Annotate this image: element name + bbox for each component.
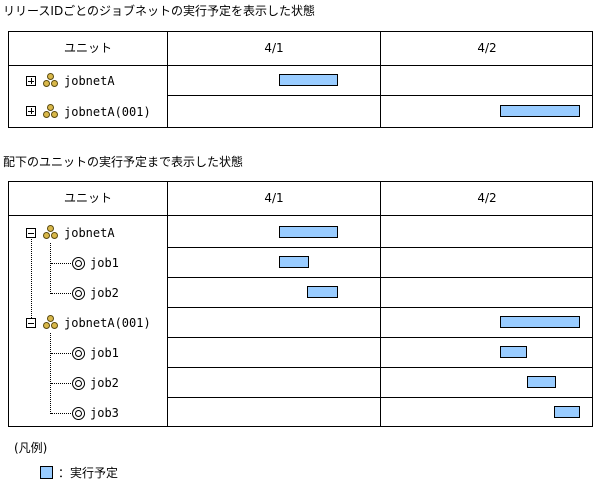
jobnet-icon: [43, 73, 59, 88]
schedule-bar: [527, 376, 556, 388]
header-day2: 4/2: [477, 191, 497, 205]
schedule-table-expanded: ユニット 4/1 4/2 jobnetA job1 job2: [8, 181, 593, 427]
job-icon: [72, 407, 85, 420]
minus-box-icon[interactable]: [26, 318, 36, 328]
schedule-bar: [554, 406, 580, 418]
schedule-bar: [500, 105, 580, 117]
job-icon: [72, 287, 85, 300]
unit-label[interactable]: job2: [90, 376, 119, 390]
tree-connector: [51, 383, 71, 384]
table-row[interactable]: jobnetA: [9, 66, 592, 95]
caption-release-view: リリースIDごとのジョブネットの実行予定を表示した状態: [3, 4, 316, 18]
table-header: [9, 182, 592, 216]
header-unit: ユニット: [63, 191, 112, 205]
jobnet-icon: [43, 315, 59, 330]
tree-connector: [50, 333, 51, 414]
unit-label[interactable]: jobnetA: [64, 74, 115, 88]
schedule-bar: [279, 226, 338, 238]
schedule-bar: [279, 256, 309, 268]
legend-title: (凡例): [14, 441, 48, 455]
unit-label[interactable]: jobnetA(001): [64, 105, 151, 119]
tree-connector: [50, 243, 51, 294]
table-row[interactable]: job1: [9, 338, 592, 367]
tree-connector: [51, 413, 71, 414]
table-row[interactable]: jobnetA: [9, 218, 592, 247]
tree-connector: [31, 239, 32, 318]
table-header: [9, 32, 592, 66]
unit-label[interactable]: jobnetA: [64, 226, 115, 240]
header-day1: 4/1: [264, 41, 284, 55]
table-row[interactable]: job2: [9, 278, 592, 307]
header-unit: ユニット: [63, 41, 112, 55]
schedule-bar: [279, 74, 338, 86]
unit-label[interactable]: job3: [90, 406, 119, 420]
jobnet-icon: [43, 225, 59, 240]
job-icon: [72, 257, 85, 270]
schedule-bar: [500, 316, 580, 328]
tree-connector: [51, 293, 71, 294]
unit-label[interactable]: job2: [90, 286, 119, 300]
schedule-table-release: ユニット 4/1 4/2 jobnetA jobnetA(001): [8, 31, 593, 128]
job-icon: [72, 377, 85, 390]
legend-label: ：実行予定: [58, 466, 119, 480]
plus-box-icon[interactable]: [26, 106, 36, 116]
plus-box-icon[interactable]: [26, 76, 36, 86]
legend-swatch: [40, 466, 53, 479]
tree-connector: [51, 353, 71, 354]
job-icon: [72, 347, 85, 360]
tree-connector: [51, 263, 71, 264]
table-row[interactable]: job3: [9, 398, 592, 426]
schedule-bar: [307, 286, 338, 298]
unit-label[interactable]: job1: [90, 256, 119, 270]
jobnet-icon: [43, 104, 59, 119]
header-day1: 4/1: [264, 191, 284, 205]
schedule-bar: [500, 346, 527, 358]
header-day2: 4/2: [477, 41, 497, 55]
table-row[interactable]: jobnetA(001): [9, 96, 592, 127]
table-row[interactable]: jobnetA(001): [9, 308, 592, 337]
minus-box-icon[interactable]: [26, 228, 36, 238]
caption-expanded-view: 配下のユニットの実行予定まで表示した状態: [3, 155, 244, 169]
table-row[interactable]: job2: [9, 368, 592, 397]
unit-label[interactable]: jobnetA(001): [64, 316, 151, 330]
unit-label[interactable]: job1: [90, 346, 119, 360]
table-row[interactable]: job1: [9, 248, 592, 277]
